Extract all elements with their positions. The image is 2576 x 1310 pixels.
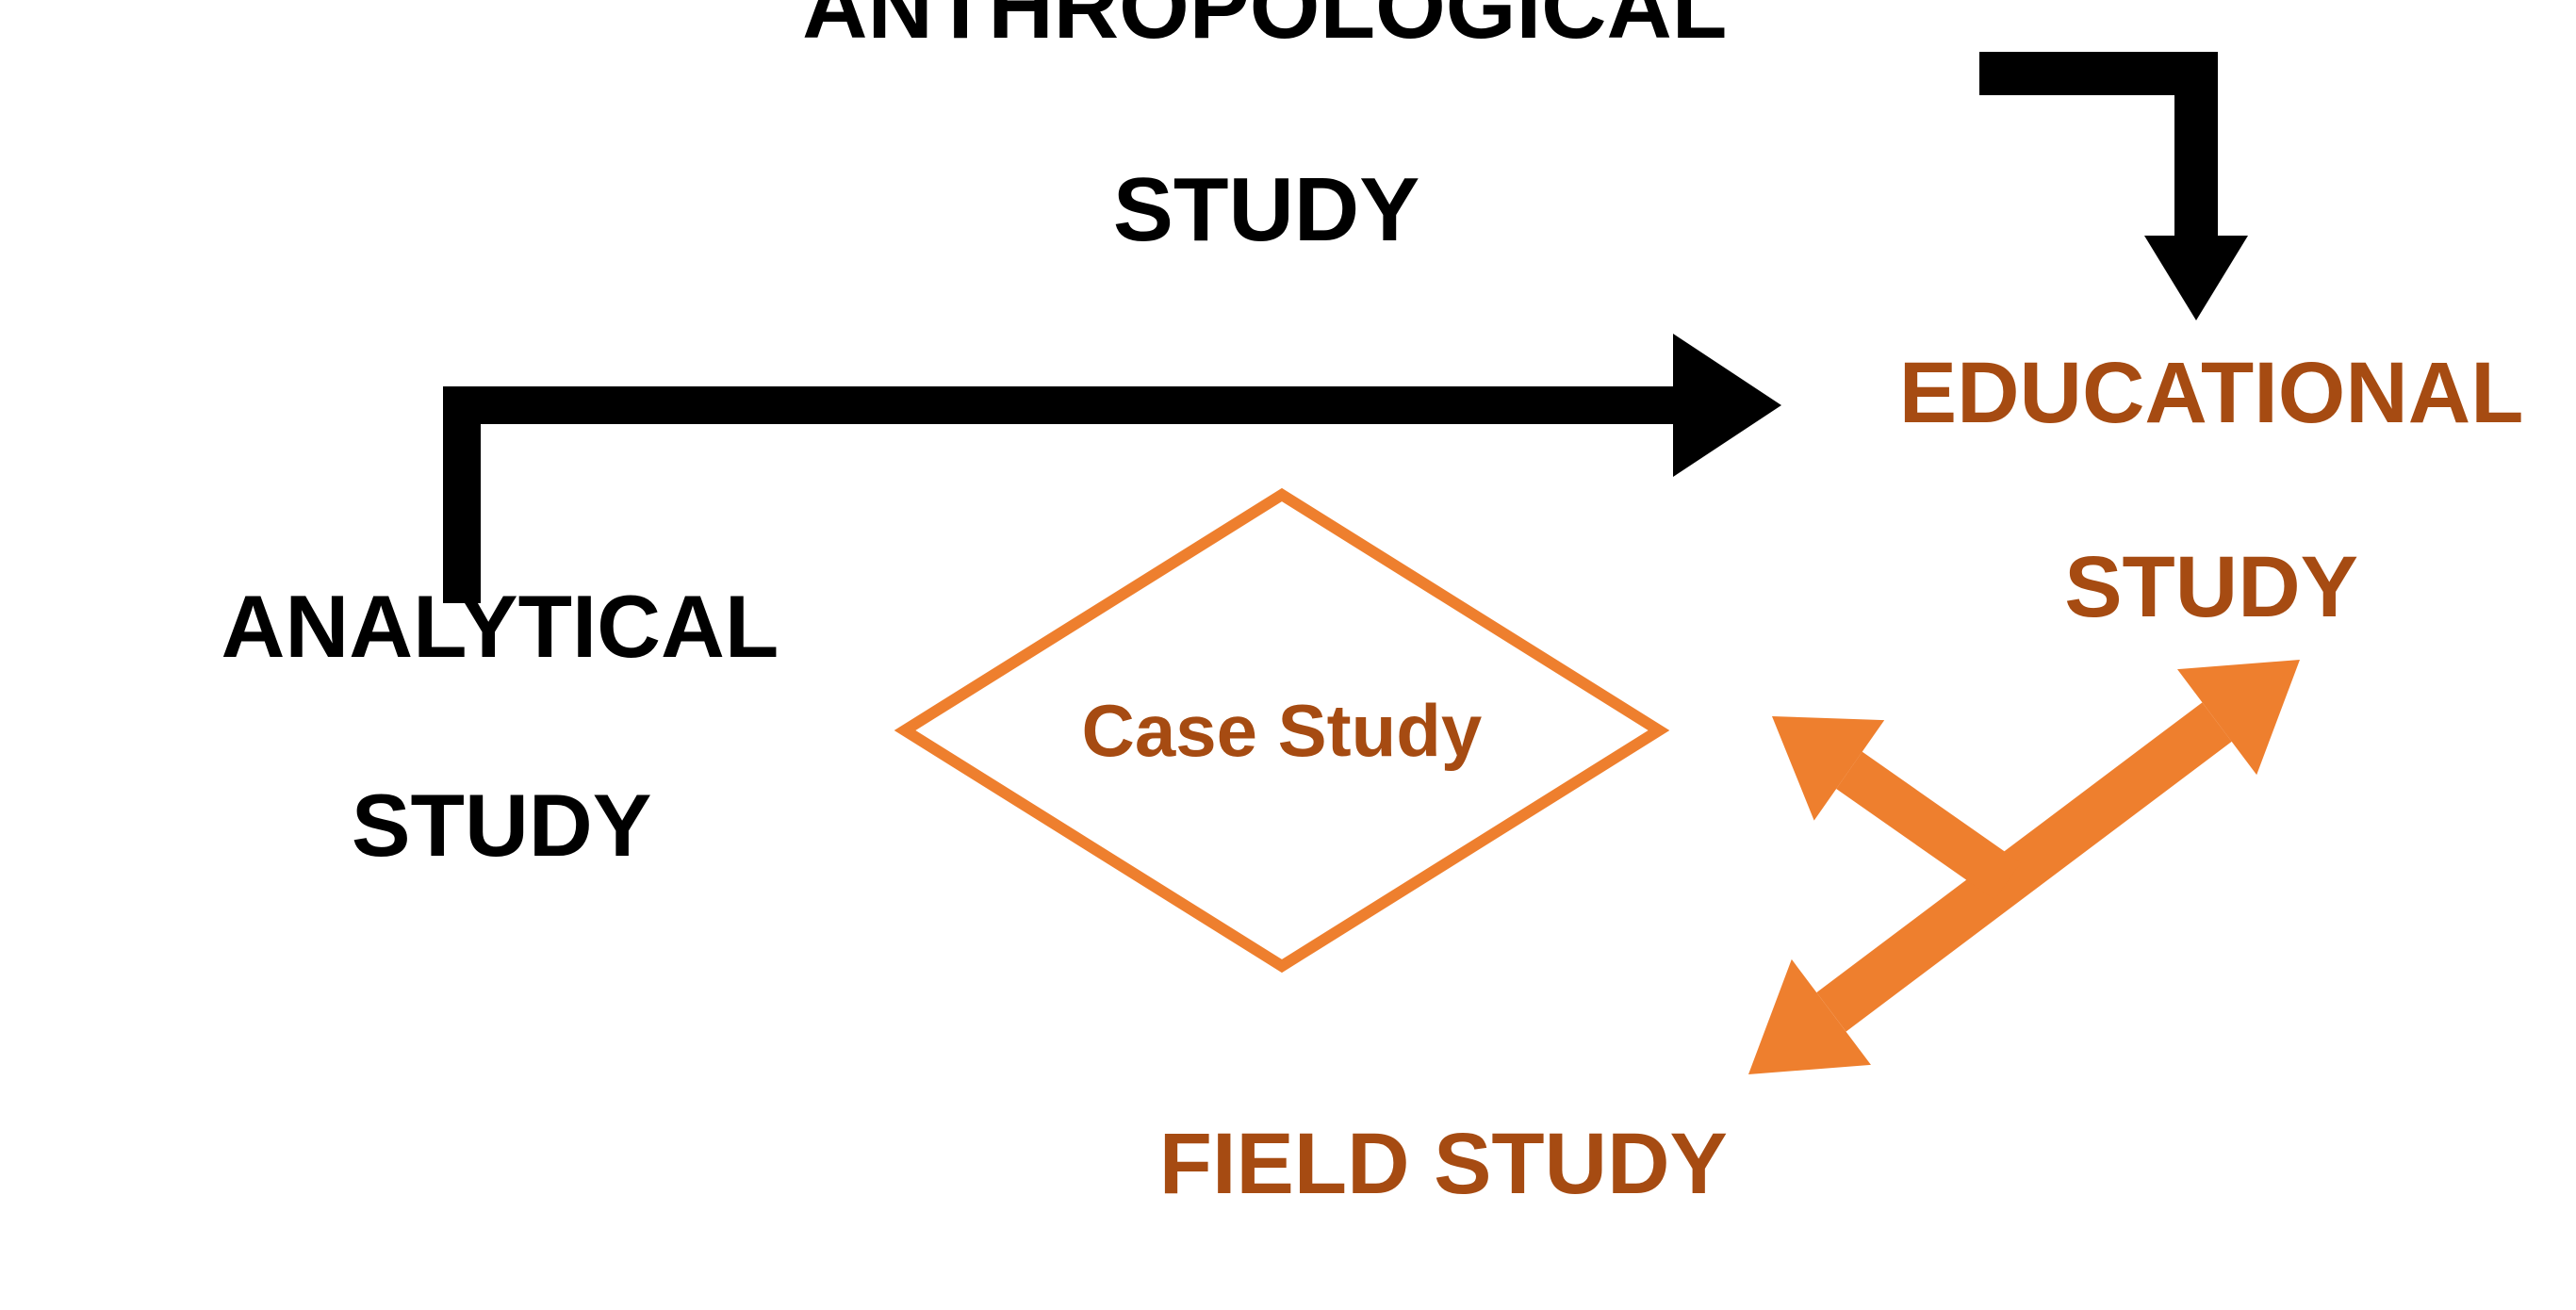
node-analytical-line2: STUDY	[352, 776, 652, 875]
arrow-double-shaft	[1831, 722, 2217, 1012]
node-anthropological-line1: ANTHROPOLOGICAL	[802, 0, 1727, 57]
node-field-text: FIELD STUDY	[1159, 1116, 1728, 1212]
node-anthropological-study: ANTHROPOLOGICAL STUDY	[705, 0, 1727, 362]
node-anthropological-line2: STUDY	[1113, 159, 1419, 260]
arrow-spur-shaft	[1849, 770, 2008, 881]
diagram-stage: ANTHROPOLOGICAL STUDY ANALYTICAL STUDY E…	[0, 0, 2576, 1243]
node-analytical-line1: ANALYTICAL	[221, 577, 779, 676]
node-educational-study: EDUCATIONAL STUDY	[1803, 248, 2524, 733]
node-educational-line1: EDUCATIONAL	[1899, 345, 2524, 441]
node-educational-line2: STUDY	[2064, 539, 2358, 635]
diamond-case-study-label: Case Study	[1082, 688, 1483, 774]
node-analytical-study: ANALYTICAL STUDY	[126, 478, 779, 974]
arrow-anthro-v	[2174, 52, 2218, 236]
node-field-study: FIELD STUDY	[1063, 1019, 1728, 1310]
arrow-analytical-h	[443, 386, 1673, 424]
